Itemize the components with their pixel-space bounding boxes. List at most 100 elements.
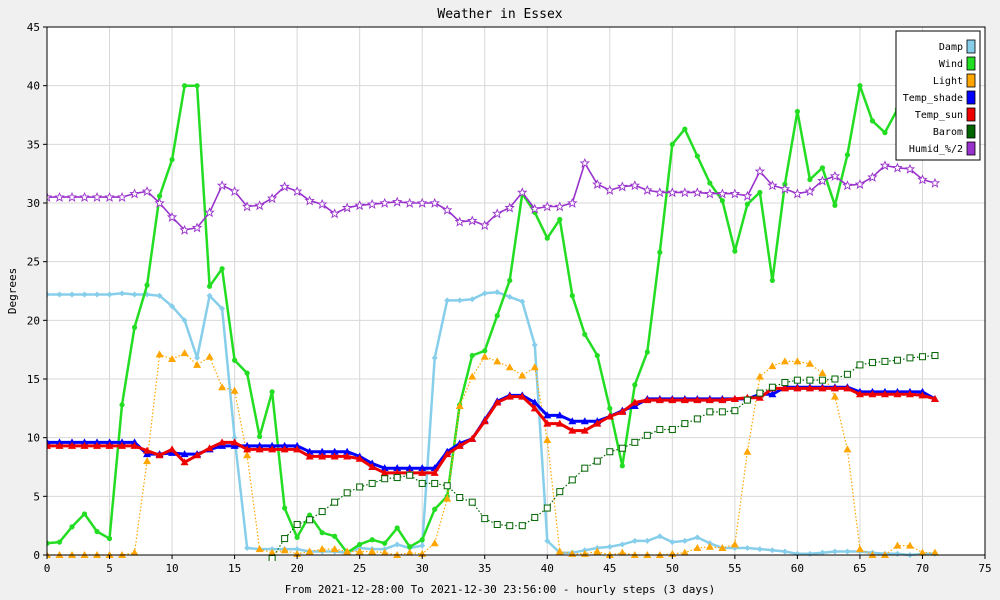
legend-label: Temp_sun (915, 110, 963, 121)
x-tick-label: 45 (603, 562, 616, 575)
data-point (467, 215, 478, 226)
legend-swatch (966, 124, 976, 139)
data-point (181, 83, 188, 89)
data-point (80, 441, 89, 449)
data-point (282, 505, 288, 511)
data-point (656, 425, 664, 433)
data-point (255, 441, 264, 449)
data-point (304, 195, 315, 206)
data-point (394, 541, 401, 548)
data-point (144, 282, 150, 288)
data-point (805, 359, 814, 367)
data-point (156, 193, 163, 199)
data-point (731, 407, 739, 415)
series (47, 157, 941, 235)
data-point (543, 504, 551, 512)
data-point (367, 199, 378, 210)
data-point (818, 376, 826, 384)
data-point (332, 533, 338, 539)
data-point (830, 392, 839, 400)
data-point (419, 537, 425, 543)
x-tick-label: 10 (165, 562, 178, 575)
data-point (768, 383, 776, 391)
data-point (843, 445, 852, 453)
data-point (618, 548, 627, 556)
data-point (543, 411, 552, 419)
data-point (257, 433, 263, 440)
data-point (432, 506, 438, 512)
data-point (469, 352, 475, 359)
data-point (855, 545, 864, 553)
data-point (54, 191, 65, 203)
data-point (706, 408, 714, 416)
data-point (266, 193, 278, 204)
y-tick-label: 20 (27, 314, 40, 327)
data-point (229, 186, 240, 197)
data-point (568, 476, 576, 484)
data-point (179, 224, 190, 235)
data-point (231, 434, 238, 441)
x-tick-label: 35 (478, 562, 491, 575)
data-point (343, 547, 352, 555)
data-point (656, 533, 663, 540)
data-point (343, 489, 351, 497)
data-point (205, 444, 214, 452)
data-point (831, 375, 839, 383)
data-point (506, 293, 513, 300)
x-tick-label: 25 (353, 562, 366, 575)
data-point (382, 540, 388, 546)
x-tick-label: 0 (44, 562, 51, 575)
data-point (892, 162, 903, 173)
data-point (893, 356, 901, 364)
data-point (481, 515, 489, 523)
data-point (181, 317, 188, 324)
data-point (305, 447, 314, 455)
data-point (718, 543, 727, 551)
data-point (368, 479, 376, 487)
data-point (244, 544, 251, 551)
legend-label: Light (933, 76, 963, 87)
data-point (355, 547, 364, 555)
data-point (169, 156, 175, 163)
data-point (318, 508, 326, 516)
data-point (130, 441, 139, 449)
data-point (393, 474, 401, 482)
data-point (456, 297, 463, 304)
data-point (807, 176, 813, 183)
data-point (69, 291, 76, 298)
data-point (930, 394, 939, 402)
data-point (554, 201, 565, 212)
data-point (869, 118, 876, 124)
data-point (757, 189, 763, 196)
data-point (843, 384, 852, 392)
data-point (393, 464, 402, 472)
data-point (417, 197, 428, 208)
data-point (180, 349, 189, 357)
data-point (380, 548, 389, 556)
data-point (504, 202, 515, 213)
data-point (47, 540, 50, 546)
data-point (530, 398, 539, 406)
data-point (206, 283, 213, 289)
data-point (681, 420, 689, 428)
data-point (818, 384, 827, 392)
data-point (531, 341, 538, 348)
data-point (543, 436, 552, 444)
data-point (755, 372, 764, 380)
data-point (819, 549, 826, 556)
plot-area (47, 27, 985, 555)
data-point (544, 537, 551, 544)
data-point (494, 289, 501, 296)
data-point (94, 528, 100, 535)
data-point (705, 396, 714, 404)
data-point (519, 298, 526, 305)
data-point (730, 540, 739, 548)
data-point (93, 441, 102, 449)
data-point (855, 390, 864, 398)
data-point (47, 191, 53, 203)
x-tick-label: 40 (541, 562, 554, 575)
data-point (567, 197, 578, 208)
data-point (842, 180, 853, 191)
y-tick-label: 5 (33, 490, 40, 503)
data-point (305, 452, 314, 460)
